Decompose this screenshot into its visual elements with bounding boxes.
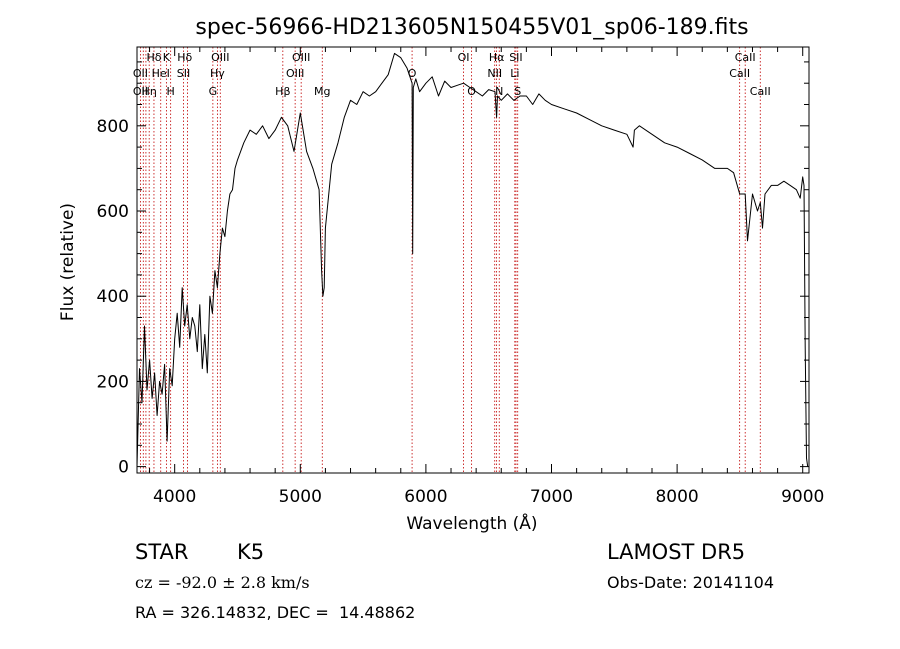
line-label: SII (509, 51, 522, 64)
line-label: OIII (286, 67, 304, 80)
x-axis-title: Wavelength (Å) (406, 512, 537, 534)
line-label: Mg (314, 85, 330, 98)
line-label: HeI (152, 67, 170, 80)
line-label: OI (458, 51, 470, 64)
line-label: CaII (735, 51, 756, 64)
y-axis-title: Flux (relative) (58, 203, 78, 321)
y-tick-label: 200 (97, 372, 129, 392)
x-tick-label: 5000 (279, 487, 322, 507)
object-type: STAR (135, 540, 189, 564)
survey-name: LAMOST DR5 (607, 540, 746, 564)
coordinates: RA = 326.14832, DEC = 14.48862 (135, 603, 416, 622)
line-label: Li (510, 67, 519, 80)
x-tick-label: 4000 (153, 487, 196, 507)
line-label: OIII (292, 51, 310, 64)
y-axis: 0 200 400 600 800 (97, 61, 809, 478)
y-tick-label: 0 (118, 458, 129, 478)
line-label: Hη (142, 85, 157, 98)
object-subclass: K5 (237, 540, 265, 564)
line-label: N (495, 85, 503, 98)
x-tick-label: 9000 (781, 487, 824, 507)
line-label: Hδ (177, 51, 192, 64)
line-label: Hγ (210, 67, 225, 80)
line-markers (139, 47, 761, 473)
line-label: G (209, 85, 218, 98)
line-label: OII (133, 67, 148, 80)
chart-title: spec-56966-HD213605N150455V01_sp06-189.f… (195, 15, 748, 40)
obs-date: Obs-Date: 20141104 (607, 573, 775, 592)
y-tick-label: 600 (97, 202, 129, 222)
x-axis: 4000 5000 6000 7000 8000 9000 (149, 47, 824, 507)
y-tick-label: 400 (97, 287, 129, 307)
x-tick-label: 7000 (530, 487, 573, 507)
velocity-readout: cz = -92.0 ± 2.8 km/s (135, 573, 310, 592)
line-label: Hα (489, 51, 505, 64)
line-label: OIII (211, 51, 229, 64)
x-tick-label: 6000 (404, 487, 447, 507)
x-tick-label: 8000 (655, 487, 698, 507)
line-label: Hβ (275, 85, 290, 98)
plot-frame (136, 46, 810, 474)
line-label: O (467, 85, 476, 98)
line-label: Hδ (146, 51, 161, 64)
line-label: NII (487, 67, 502, 80)
line-label: S (514, 85, 521, 98)
line-label: SII (177, 67, 190, 80)
line-label: H (167, 85, 175, 98)
line-label: CaII (729, 67, 750, 80)
y-tick-label: 800 (97, 117, 129, 137)
line-label: O (408, 67, 417, 80)
line-label: K (163, 51, 171, 64)
spectrum-line (136, 52, 809, 467)
line-label: CaII (750, 85, 771, 98)
